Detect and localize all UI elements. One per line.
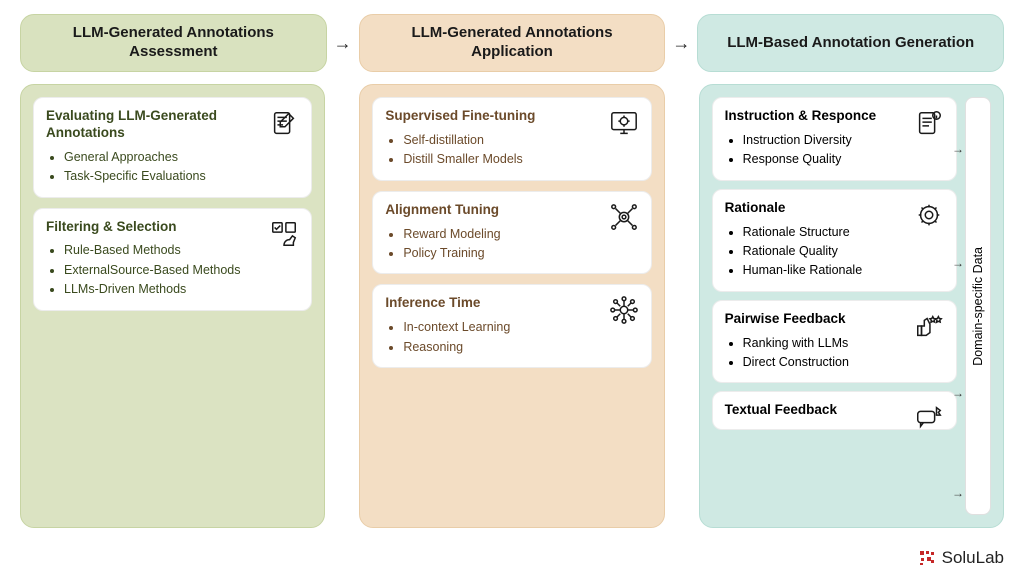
screen-gear-icon (607, 106, 641, 140)
arrow-icon: → (952, 142, 964, 156)
list-item: Task-Specific Evaluations (64, 167, 299, 186)
hub-icon (607, 293, 641, 327)
brand-text: SoluLab (942, 548, 1004, 568)
card-title: Instruction & Responce (725, 108, 898, 125)
column-header-assessment: LLM-Generated Annotations Assessment (20, 14, 327, 72)
list-item: General Approaches (64, 148, 299, 167)
card-title: Supervised Fine-tuning (385, 108, 592, 125)
list-item: In-context Learning (403, 318, 638, 337)
gear-badge-icon (912, 198, 946, 232)
body-row: Evaluating LLM-Generated Annotations Gen… (20, 84, 1004, 542)
card-title: Rationale (725, 200, 898, 217)
header-text: LLM-Generated Annotations Assessment (33, 24, 314, 62)
panel-assessment: Evaluating LLM-Generated Annotations Gen… (20, 84, 325, 528)
list-item: Reward Modeling (403, 225, 638, 244)
card-title: Textual Feedback (725, 402, 898, 419)
mini-arrows: → → → → (952, 98, 966, 514)
chat-thumb-icon (912, 400, 946, 434)
card-evaluating: Evaluating LLM-Generated Annotations Gen… (33, 97, 312, 198)
list-item: Rationale Quality (743, 242, 944, 261)
list-item: Response Quality (743, 150, 944, 169)
list-item: LLMs-Driven Methods (64, 280, 299, 299)
arrow-icon: → (671, 33, 691, 54)
doc-info-icon (912, 106, 946, 140)
card-pairwise: Pairwise Feedback Ranking with LLMs Dire… (712, 300, 957, 384)
card-filtering: Filtering & Selection Rule-Based Methods… (33, 208, 312, 311)
card-instruction: Instruction & Responce Instruction Diver… (712, 97, 957, 181)
card-title: Filtering & Selection (46, 219, 253, 236)
brand-mark-icon (918, 549, 936, 567)
list-item: Self-distillation (403, 131, 638, 150)
arrow-icon: → (952, 486, 964, 500)
list-item: Distill Smaller Models (403, 150, 638, 169)
card-sft: Supervised Fine-tuning Self-distillation… (372, 97, 651, 181)
column-header-application: LLM-Generated Annotations Application (359, 14, 666, 72)
checkbox-hand-icon (267, 217, 301, 251)
thumbs-stars-icon (912, 309, 946, 343)
list-item: Policy Training (403, 244, 638, 263)
card-rationale: Rationale Rationale Structure Rationale … (712, 189, 957, 292)
list-item: Human-like Rationale (743, 261, 944, 280)
header-row: LLM-Generated Annotations Assessment → L… (20, 14, 1004, 72)
arrow-icon: → (333, 33, 353, 54)
card-title: Evaluating LLM-Generated Annotations (46, 108, 253, 142)
list-item: Direct Construction (743, 353, 944, 372)
card-textual: Textual Feedback (712, 391, 957, 430)
doc-pencil-icon (267, 106, 301, 140)
arrow-icon: → (952, 386, 964, 400)
footer: SoluLab (20, 548, 1004, 568)
card-alignment: Alignment Tuning Reward Modeling Policy … (372, 191, 651, 275)
header-text: LLM-Generated Annotations Application (372, 24, 653, 62)
list-item: ExternalSource-Based Methods (64, 261, 299, 280)
panel-generation: Instruction & Responce Instruction Diver… (699, 84, 1004, 528)
arrow-icon: → (952, 256, 964, 270)
panel-application: Supervised Fine-tuning Self-distillation… (359, 84, 664, 528)
card-title: Alignment Tuning (385, 202, 592, 219)
card-title: Pairwise Feedback (725, 311, 898, 328)
column-header-generation: LLM-Based Annotation Generation (697, 14, 1004, 72)
sidebar-label: Domain-specific Data (971, 247, 985, 366)
header-text: LLM-Based Annotation Generation (727, 34, 974, 53)
list-item: Reasoning (403, 338, 638, 357)
gear-nodes-icon (607, 200, 641, 234)
card-inference: Inference Time In-context Learning Reaso… (372, 284, 651, 368)
domain-data-sidebar: → → → → Domain-specific Data (965, 97, 991, 515)
list-item: Rule-Based Methods (64, 241, 299, 260)
card-title: Inference Time (385, 295, 592, 312)
